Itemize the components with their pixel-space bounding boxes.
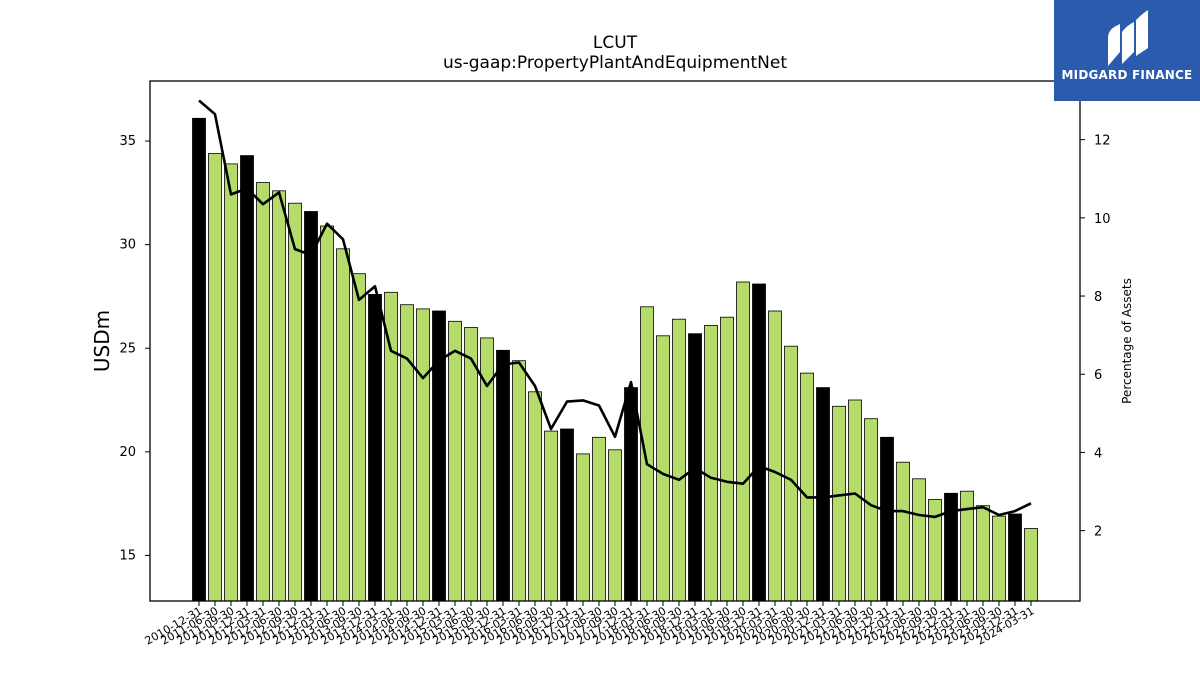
bar [416,308,430,602]
bar [800,372,814,602]
y-tick-label: 25 [119,341,136,356]
bar [704,325,718,602]
y-axis-ticks: 15 20 25 30 35 [119,134,150,563]
chart-subtitle: us-gaap:PropertyPlantAndEquipmentNet [443,53,787,73]
plot-frame [149,80,1081,602]
bar [368,293,382,602]
brand-logo: MIDGARD FINANCE [1054,0,1200,101]
bar [304,211,318,602]
bar [672,318,686,602]
x-axis-ticks: 2010-12-312011-06-302011-09-302011-12-31… [143,601,1037,648]
bar [208,153,222,602]
bar [192,117,206,602]
bar [752,283,766,602]
bar [528,391,542,602]
chart-title: LCUT [593,33,638,53]
bar [768,310,782,602]
bar [720,316,734,602]
bar [816,387,830,602]
bar [448,320,462,602]
bar-series [192,117,1038,602]
bar [576,453,590,602]
y-tick-label: 15 [119,548,136,563]
bar [560,428,574,602]
y-tick-label: 20 [119,445,136,460]
bar [432,310,446,602]
series-line [198,99,1032,519]
y-tick-label: 30 [119,238,136,253]
bar [224,163,238,602]
bar [496,349,510,602]
bar [320,225,334,602]
bar [624,387,638,602]
bar [1024,528,1038,602]
bar [512,360,526,602]
bar [832,405,846,602]
line-series [198,99,1032,519]
bar [992,515,1006,602]
bar [976,505,990,602]
bar [656,335,670,602]
y2-axis-label: Percentage of Assets [1120,278,1134,404]
bar [256,182,270,602]
y2-tick-label: 2 [1094,525,1102,540]
bar [848,399,862,602]
y-tick-label: 35 [119,134,136,149]
bar [864,418,878,602]
y2-tick-label: 6 [1094,368,1102,383]
y2-tick-label: 12 [1094,134,1111,149]
bar [240,155,254,602]
y2-tick-label: 10 [1094,212,1111,227]
logo-mark-icon [1108,10,1148,66]
y-axis-label: USDm [90,310,114,372]
bar [288,202,302,602]
bar [352,273,366,602]
bar [544,430,558,602]
y2-tick-label: 8 [1094,290,1102,305]
y2-tick-label: 4 [1094,446,1102,461]
bar [896,461,910,602]
bar [384,291,398,602]
bar [336,248,350,602]
y2-axis-ticks: 2 4 6 8 10 12 [1080,134,1111,540]
bar [400,304,414,602]
bar [592,436,606,602]
bar [608,449,622,602]
logo-text: MIDGARD FINANCE [1061,68,1193,82]
bar [1008,513,1022,602]
bar [880,436,894,602]
bar [640,306,654,602]
bar [736,281,750,602]
bar [272,190,286,602]
bar [912,478,926,602]
bar [784,345,798,602]
